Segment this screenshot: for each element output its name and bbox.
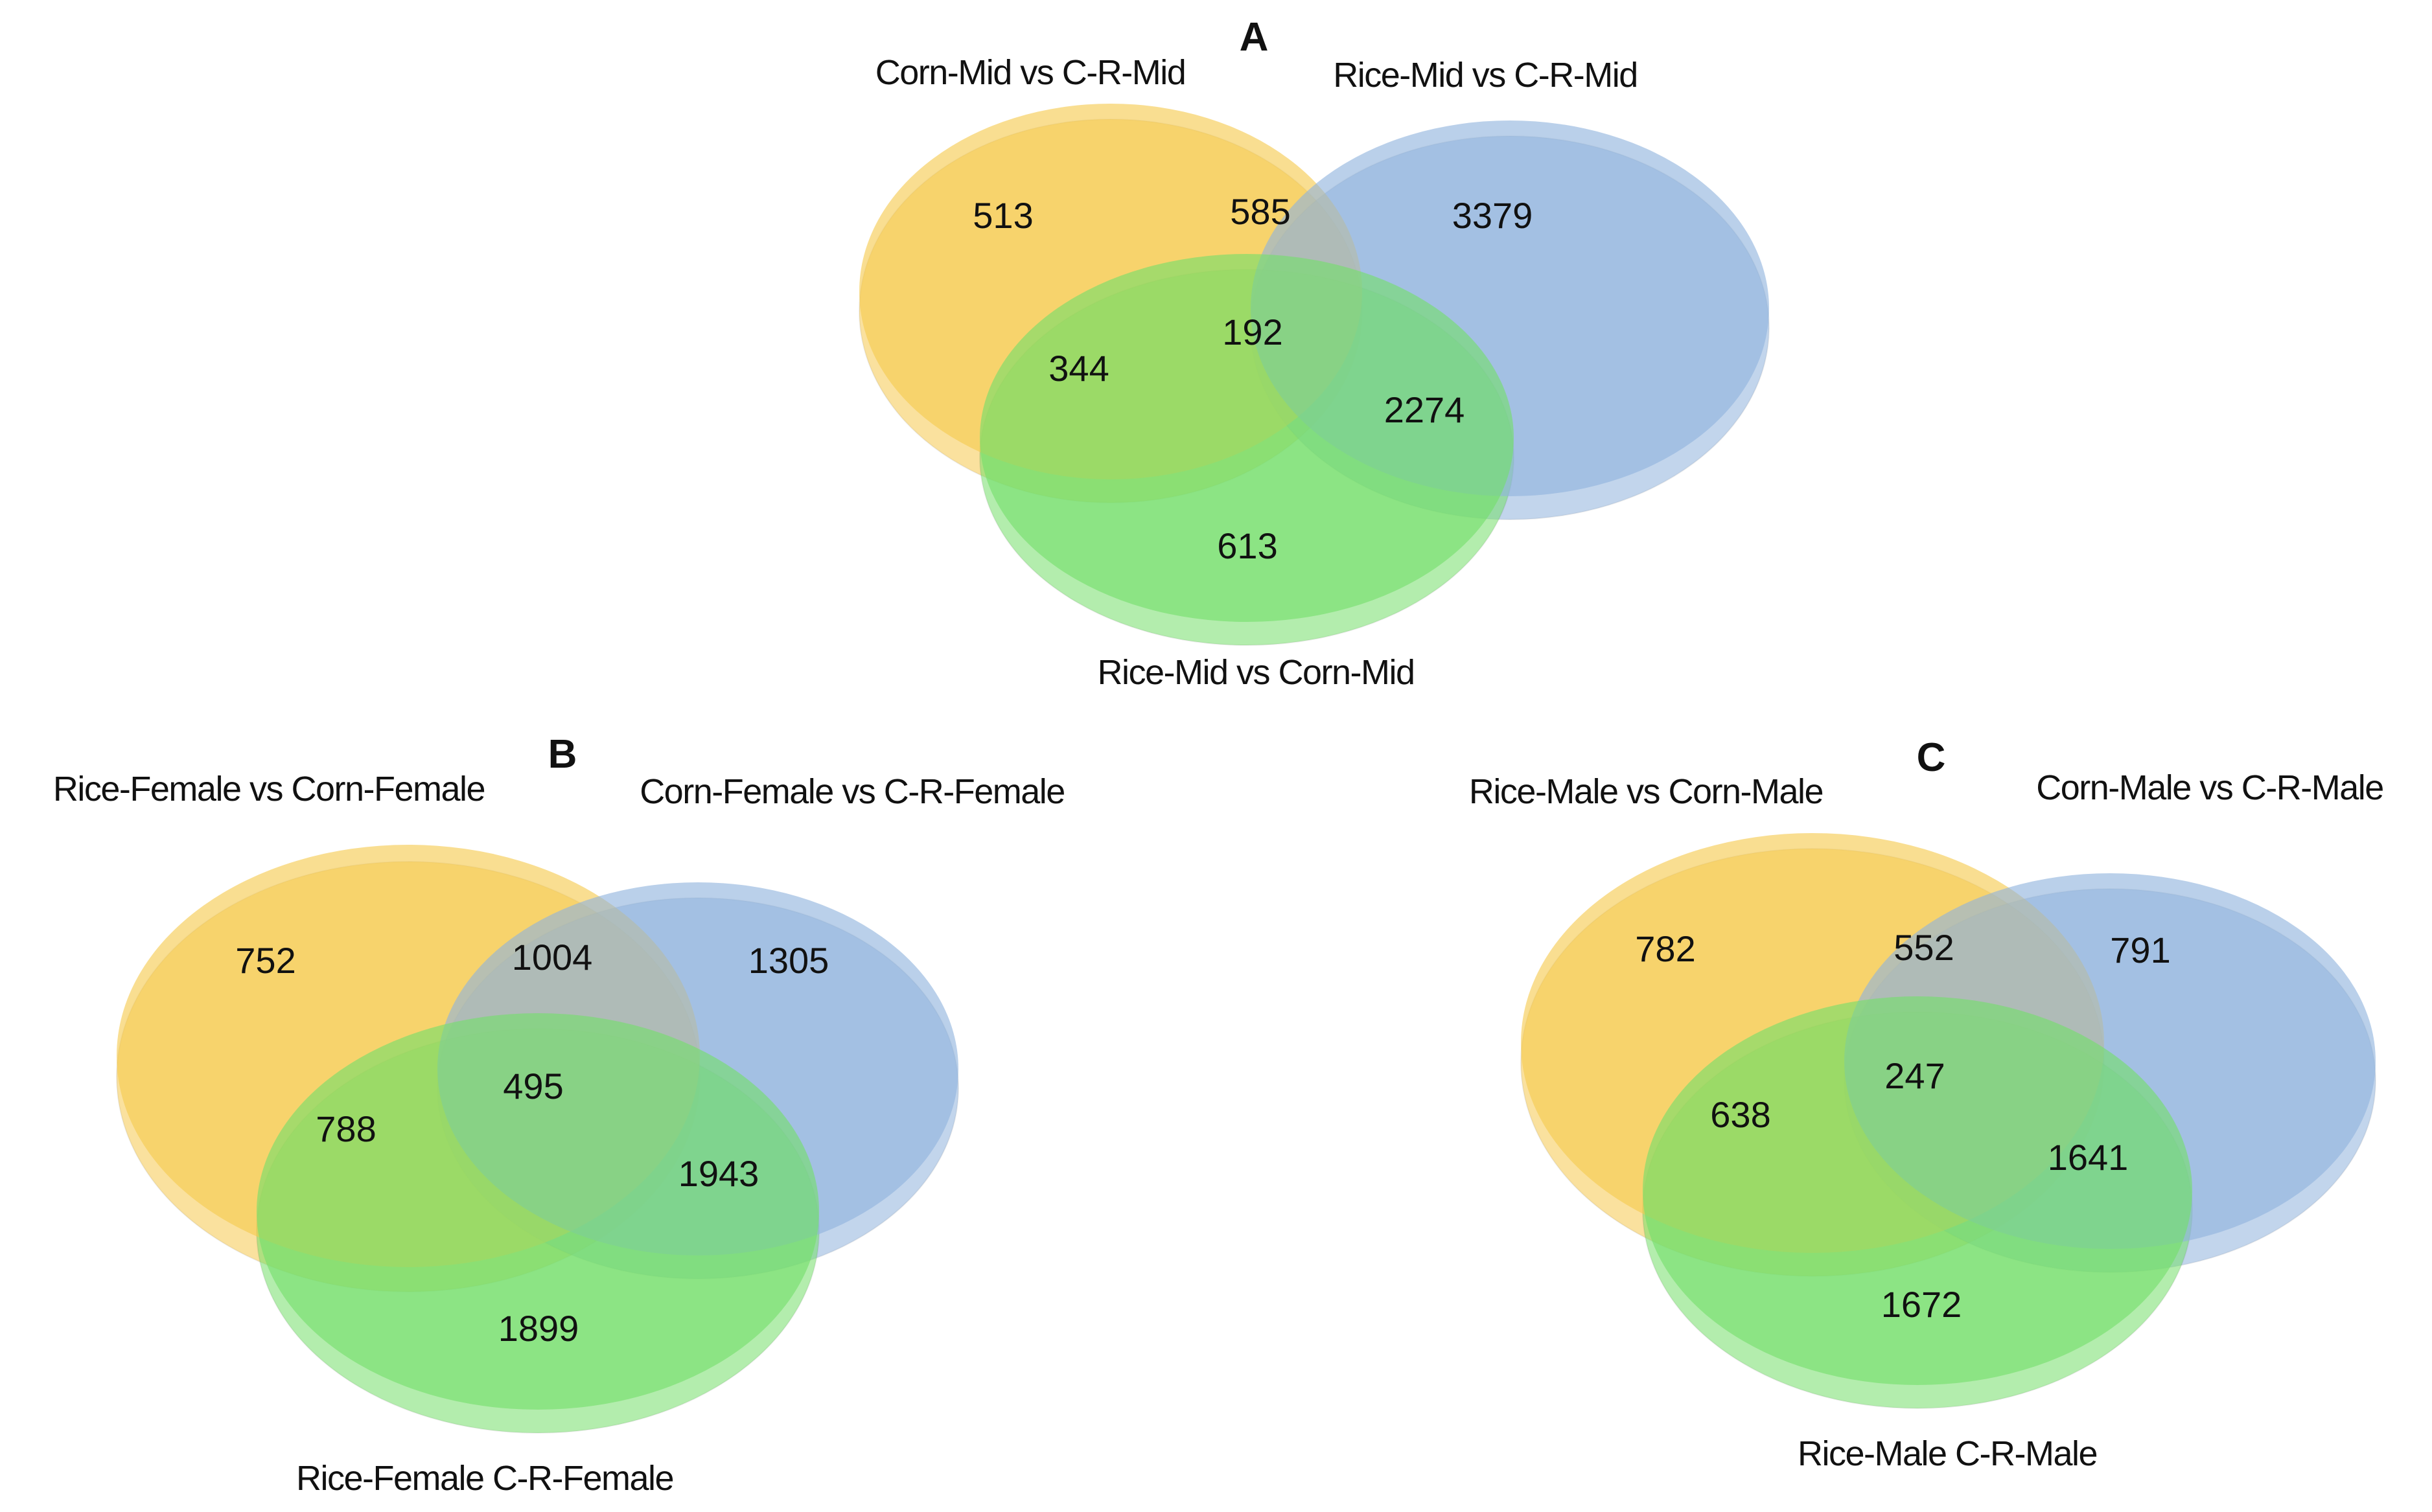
panel-b-label-bottom: Rice-Female C-R-Female <box>296 1459 673 1498</box>
panel-b-label-left: Rice-Female vs Corn-Female <box>53 770 485 808</box>
panel-a-count-left-bottom: 344 <box>1048 348 1109 389</box>
panel-b-ellipse-bottom <box>257 1013 819 1410</box>
panel-a-count-bottom-only: 613 <box>1217 525 1277 566</box>
panel-c-count-left-only: 782 <box>1635 928 1695 969</box>
panel-c: C Rice-Male vs Corn-Male Corn-Male vs C-… <box>1469 735 2384 1473</box>
panel-a-label-right: Rice-Mid vs C-R-Mid <box>1333 56 1638 95</box>
panel-b-letter: B <box>548 732 577 777</box>
panel-a: A Corn-Mid vs C-R-Mid Rice-Mid vs C-R-Mi… <box>859 15 1770 692</box>
panel-c-label-left: Rice-Male vs Corn-Male <box>1469 772 1823 811</box>
panel-c-ellipse-bottom <box>1643 996 2192 1385</box>
panel-c-letter: C <box>1917 735 1946 780</box>
panel-a-count-left-right: 585 <box>1230 191 1290 232</box>
panel-a-letter: A <box>1240 15 1269 60</box>
panel-c-count-all-three: 247 <box>1884 1055 1945 1096</box>
panel-a-label-bottom: Rice-Mid vs Corn-Mid <box>1097 653 1414 692</box>
panel-b-count-left-bottom: 788 <box>316 1108 376 1149</box>
panel-c-count-right-only: 791 <box>2110 930 2170 970</box>
panel-b-label-right: Corn-Female vs C-R-Female <box>640 772 1065 811</box>
panel-b-count-right-only: 1305 <box>748 940 829 981</box>
panel-b-count-right-bottom: 1943 <box>678 1153 759 1194</box>
panel-b-count-left-right: 1004 <box>512 937 593 978</box>
panel-c-count-right-bottom: 1641 <box>2048 1137 2129 1178</box>
panel-c-count-left-right: 552 <box>1893 927 1954 968</box>
panel-a-label-left: Corn-Mid vs C-R-Mid <box>875 53 1186 92</box>
panel-a-count-right-bottom: 2274 <box>1384 389 1465 430</box>
panel-b-count-bottom-only: 1899 <box>498 1308 579 1349</box>
panel-c-count-bottom-only: 1672 <box>1881 1284 1962 1325</box>
panel-c-label-right: Corn-Male vs C-R-Male <box>2036 768 2383 807</box>
panel-c-label-bottom: Rice-Male C-R-Male <box>1798 1434 2097 1473</box>
panel-b-count-all-three: 495 <box>503 1066 563 1106</box>
panel-b-count-left-only: 752 <box>235 940 295 981</box>
panel-a-ellipse-bottom <box>980 254 1514 622</box>
panel-b: B Rice-Female vs Corn-Female Corn-Female… <box>53 732 1065 1498</box>
panel-a-count-right-only: 3379 <box>1452 195 1533 236</box>
panel-a-count-all-three: 192 <box>1222 312 1282 352</box>
panel-a-count-left-only: 513 <box>973 195 1033 236</box>
panel-c-count-left-bottom: 638 <box>1710 1094 1770 1135</box>
